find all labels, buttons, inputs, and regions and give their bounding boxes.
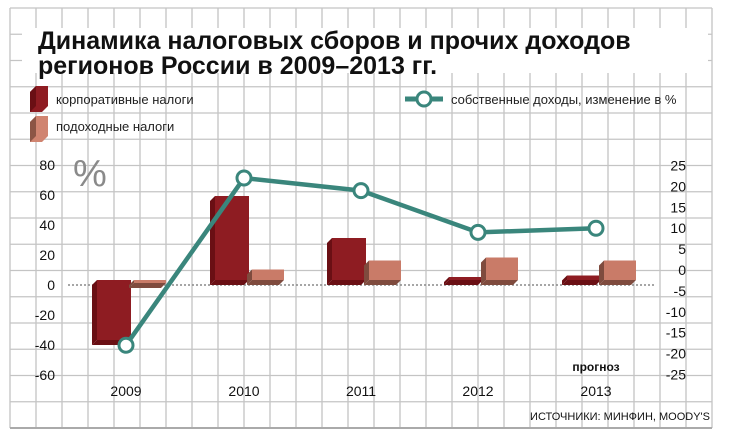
right-tick-label: 20 bbox=[670, 178, 686, 194]
right-axis: 25 20 15 10 5 0 -5 -10 -15 -20 -25 bbox=[666, 158, 686, 383]
own-revenue-point-2013 bbox=[587, 219, 605, 237]
own-revenue-point-2010 bbox=[235, 169, 253, 187]
left-tick-label: 60 bbox=[39, 187, 55, 203]
bar-corporate-2010 bbox=[210, 196, 249, 285]
title-line-1: Динамика налоговых сборов и прочих доход… bbox=[38, 27, 631, 55]
right-tick-label: -5 bbox=[674, 283, 687, 299]
right-tick-label: -25 bbox=[666, 367, 686, 383]
own-revenue-point-2011 bbox=[352, 182, 370, 200]
forecast-label: прогноз bbox=[572, 360, 619, 374]
left-axis: 80 60 40 20 0 -20 -40 -60 bbox=[35, 157, 55, 383]
own-revenue-line bbox=[117, 169, 605, 354]
bar-income-2012 bbox=[481, 257, 518, 285]
title-line-2: регионов России в 2009–2013 гг. bbox=[38, 52, 437, 80]
x-tick-label: 2010 bbox=[228, 383, 259, 399]
bar-corporate-2013 bbox=[562, 275, 601, 285]
grid bbox=[9, 7, 713, 429]
left-tick-label: 20 bbox=[39, 247, 55, 263]
left-tick-label: 80 bbox=[39, 157, 55, 173]
right-tick-label: 0 bbox=[678, 262, 686, 278]
percent-unit-label: % bbox=[73, 153, 107, 195]
x-tick-label: 2011 bbox=[346, 383, 376, 399]
left-tick-label: -60 bbox=[35, 367, 55, 383]
title-box bbox=[22, 28, 708, 73]
bar-corporate-2011 bbox=[327, 238, 366, 285]
right-tick-label: 5 bbox=[678, 241, 686, 257]
bar-corporate-2009 bbox=[92, 280, 131, 345]
right-tick-label: -15 bbox=[666, 325, 686, 341]
right-tick-label: 15 bbox=[670, 199, 686, 215]
x-axis: 2009 2010 2011 2012 2013 bbox=[110, 383, 611, 399]
left-tick-label: -20 bbox=[35, 307, 55, 323]
right-tick-label: 25 bbox=[670, 158, 686, 174]
bar-corporate-2012 bbox=[444, 277, 483, 285]
x-tick-label: 2012 bbox=[462, 383, 493, 399]
bar-income-2010 bbox=[247, 269, 284, 285]
legend: корпоративные налоги подоходные налоги с… bbox=[30, 86, 677, 142]
legend-label-income: подоходные налоги bbox=[56, 119, 174, 134]
bar-income-2011 bbox=[364, 260, 401, 285]
right-tick-label: -20 bbox=[666, 346, 686, 362]
own-revenue-point-2009 bbox=[117, 336, 135, 354]
bar-income-2009 bbox=[129, 280, 166, 288]
source-note: ИСТОЧНИКИ: МИНФИН, MOODY'S bbox=[530, 411, 710, 423]
own-revenue-point-2012 bbox=[469, 223, 487, 241]
left-tick-label: 0 bbox=[47, 277, 55, 293]
legend-label-own-revenue: собственные доходы, изменение в % bbox=[451, 92, 677, 107]
left-tick-label: -40 bbox=[35, 337, 55, 353]
x-tick-label: 2009 bbox=[110, 383, 141, 399]
right-tick-label: -10 bbox=[666, 304, 686, 320]
legend-label-corporate: корпоративные налоги bbox=[56, 92, 194, 107]
legend-marker-icon bbox=[415, 90, 433, 108]
bar-income-2013 bbox=[599, 260, 636, 285]
left-tick-label: 40 bbox=[39, 217, 55, 233]
right-tick-label: 10 bbox=[670, 220, 686, 236]
x-tick-label: 2013 bbox=[580, 383, 611, 399]
